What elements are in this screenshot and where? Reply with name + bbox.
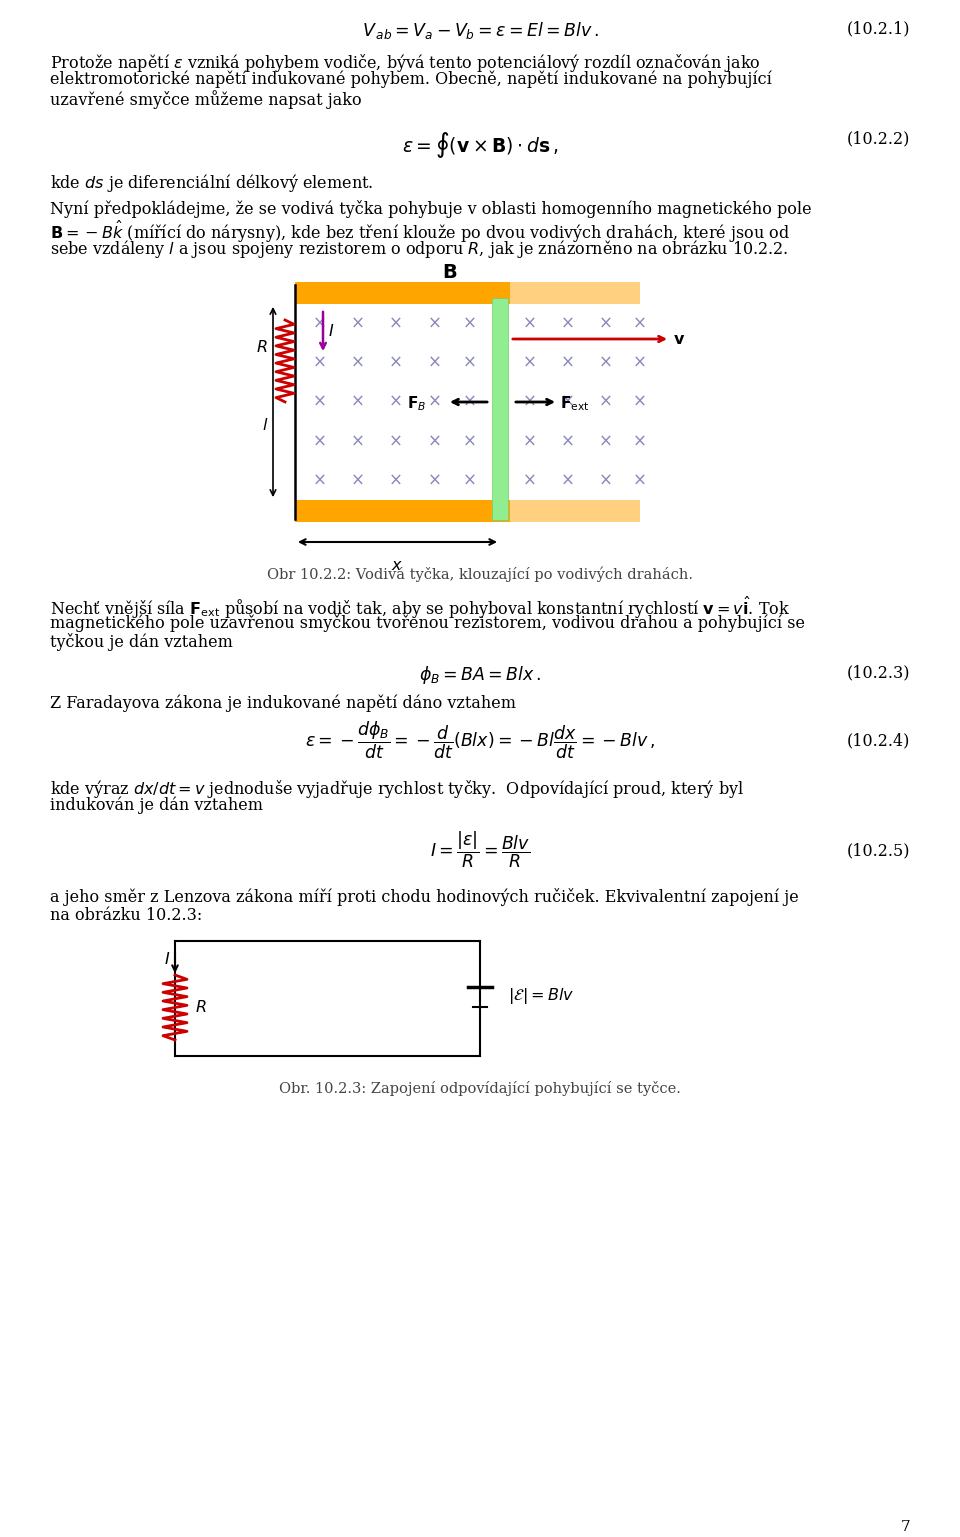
Bar bbox=[510, 500, 640, 523]
Bar bbox=[510, 281, 640, 304]
Text: ×: × bbox=[428, 432, 442, 450]
Text: $l$: $l$ bbox=[262, 417, 268, 433]
Bar bbox=[295, 500, 640, 523]
Text: ×: × bbox=[351, 472, 365, 489]
Text: indukován je dán vztahem: indukován je dán vztahem bbox=[50, 798, 263, 815]
Text: 7: 7 bbox=[900, 1520, 910, 1534]
Text: $\varepsilon = \oint (\mathbf{v} \times \mathbf{B}) \cdot d\mathbf{s}\,,$: $\varepsilon = \oint (\mathbf{v} \times … bbox=[401, 131, 559, 160]
Text: Obr. 10.2.3: Zapojení odpovídající pohybující se tyčce.: Obr. 10.2.3: Zapojení odpovídající pohyb… bbox=[279, 1081, 681, 1096]
Text: ×: × bbox=[351, 432, 365, 450]
Text: magnetického pole uzavřenou smyčkou tvořenou rezistorem, vodivou drahou a pohybu: magnetického pole uzavřenou smyčkou tvoř… bbox=[50, 613, 805, 632]
Text: ×: × bbox=[633, 472, 647, 489]
Text: ×: × bbox=[523, 472, 537, 489]
Text: ×: × bbox=[313, 432, 327, 450]
Text: $\mathbf{B}$: $\mathbf{B}$ bbox=[443, 264, 458, 281]
Text: $\mathbf{F}_{\mathrm{ext}}$: $\mathbf{F}_{\mathrm{ext}}$ bbox=[560, 395, 589, 413]
Text: ×: × bbox=[389, 393, 403, 410]
Text: ×: × bbox=[351, 315, 365, 332]
Text: ×: × bbox=[633, 315, 647, 332]
Text: ×: × bbox=[523, 393, 537, 410]
Text: ×: × bbox=[523, 432, 537, 450]
Text: uzavřené smyčce můžeme napsat jako: uzavřené smyčce můžeme napsat jako bbox=[50, 91, 362, 109]
Text: (10.2.2): (10.2.2) bbox=[847, 131, 910, 148]
Text: Nyní předpokládejme, že se vodivá tyčka pohybuje v oblasti homogenního magnetick: Nyní předpokládejme, že se vodivá tyčka … bbox=[50, 200, 811, 218]
Text: $\mathbf{v}$: $\mathbf{v}$ bbox=[673, 332, 685, 349]
Bar bbox=[295, 281, 640, 304]
Text: (10.2.3): (10.2.3) bbox=[847, 664, 910, 681]
Text: tyčkou je dán vztahem: tyčkou je dán vztahem bbox=[50, 633, 233, 652]
Text: ×: × bbox=[561, 472, 575, 489]
Text: $I$: $I$ bbox=[328, 323, 334, 340]
Text: elektromotorické napětí indukované pohybem. Obecně, napětí indukované na pohybuj: elektromotorické napětí indukované pohyb… bbox=[50, 71, 772, 89]
Text: ×: × bbox=[561, 354, 575, 372]
Text: $|\mathcal{E}| = Blv$: $|\mathcal{E}| = Blv$ bbox=[508, 987, 574, 1007]
Text: Obr 10.2.2: Vodivá tyčka, klouzající po vodivých drahách.: Obr 10.2.2: Vodivá tyčka, klouzající po … bbox=[267, 567, 693, 583]
Text: ×: × bbox=[599, 432, 612, 450]
Text: ×: × bbox=[428, 315, 442, 332]
Text: ×: × bbox=[313, 472, 327, 489]
Text: $\mathbf{F}_B$: $\mathbf{F}_B$ bbox=[407, 395, 426, 413]
Text: sebe vzdáleny $l$ a jsou spojeny rezistorem o odporu $R$, jak je znázorněno na o: sebe vzdáleny $l$ a jsou spojeny rezisto… bbox=[50, 238, 788, 260]
Text: ×: × bbox=[599, 354, 612, 372]
Text: ×: × bbox=[313, 354, 327, 372]
Text: kde výraz $dx/dt = v$ jednoduše vyjadřuje rychlost tyčky.  Odpovídající proud, k: kde výraz $dx/dt = v$ jednoduše vyjadřuj… bbox=[50, 778, 744, 799]
Text: (10.2.1): (10.2.1) bbox=[847, 20, 910, 37]
Text: ×: × bbox=[523, 354, 537, 372]
Text: $\varepsilon = -\dfrac{d\phi_B}{dt} = -\dfrac{d}{dt}(Blx) = -Bl\dfrac{dx}{dt} = : $\varepsilon = -\dfrac{d\phi_B}{dt} = -\… bbox=[305, 719, 655, 761]
Text: ×: × bbox=[463, 393, 477, 410]
Text: ×: × bbox=[428, 393, 442, 410]
Text: ×: × bbox=[633, 393, 647, 410]
Text: Protože napětí $\varepsilon$ vzniká pohybem vodiče, bývá tento potenciálový rozd: Protože napětí $\varepsilon$ vzniká pohy… bbox=[50, 52, 760, 74]
Text: ×: × bbox=[633, 354, 647, 372]
Text: ×: × bbox=[389, 315, 403, 332]
Text: ×: × bbox=[313, 315, 327, 332]
Text: $\phi_B = BA = Blx\,.$: $\phi_B = BA = Blx\,.$ bbox=[419, 664, 541, 686]
Text: $R$: $R$ bbox=[256, 338, 268, 355]
Bar bbox=[492, 298, 508, 520]
Text: $V_{\,ab} = V_a - V_b = \varepsilon = El = Blv\,.$: $V_{\,ab} = V_a - V_b = \varepsilon = El… bbox=[362, 20, 598, 41]
Text: (10.2.5): (10.2.5) bbox=[847, 842, 910, 859]
Text: $x$: $x$ bbox=[392, 556, 403, 573]
Text: $R$: $R$ bbox=[195, 999, 206, 1016]
Text: ×: × bbox=[428, 354, 442, 372]
Text: ×: × bbox=[463, 472, 477, 489]
Text: ×: × bbox=[389, 472, 403, 489]
Text: ×: × bbox=[599, 315, 612, 332]
Text: $\mathbf{B} = -B\hat{k}$ (mířící do nárysny), kde bez tření klouže po dvou vodiv: $\mathbf{B} = -B\hat{k}$ (mířící do náry… bbox=[50, 218, 790, 244]
Text: Z Faradayova zákona je indukované napětí dáno vztahem: Z Faradayova zákona je indukované napětí… bbox=[50, 695, 516, 712]
Text: $I$: $I$ bbox=[164, 950, 170, 967]
Text: ×: × bbox=[428, 472, 442, 489]
Text: na obrázku 10.2.3:: na obrázku 10.2.3: bbox=[50, 907, 203, 924]
Text: (10.2.4): (10.2.4) bbox=[847, 732, 910, 749]
Text: ×: × bbox=[561, 393, 575, 410]
Text: ×: × bbox=[561, 432, 575, 450]
Text: kde $ds$ je diferenciální délkový element.: kde $ds$ je diferenciální délkový elemen… bbox=[50, 172, 373, 194]
Text: ×: × bbox=[599, 472, 612, 489]
Text: ×: × bbox=[351, 393, 365, 410]
Text: ×: × bbox=[561, 315, 575, 332]
Text: ×: × bbox=[389, 354, 403, 372]
Text: ×: × bbox=[599, 393, 612, 410]
Text: a jeho směr z Lenzova zákona míří proti chodu hodinových ručiček. Ekvivalentní z: a jeho směr z Lenzova zákona míří proti … bbox=[50, 888, 799, 905]
Text: $I = \dfrac{|\varepsilon|}{R} = \dfrac{Blv}{R}$: $I = \dfrac{|\varepsilon|}{R} = \dfrac{B… bbox=[430, 830, 530, 870]
Text: ×: × bbox=[463, 315, 477, 332]
Text: ×: × bbox=[351, 354, 365, 372]
Text: ×: × bbox=[313, 393, 327, 410]
Text: ×: × bbox=[633, 432, 647, 450]
Text: ×: × bbox=[463, 354, 477, 372]
Text: Nechť vnější síla $\mathbf{F}_{\mathrm{ext}}$ působí na vodič tak, aby se pohybo: Nechť vnější síla $\mathbf{F}_{\mathrm{e… bbox=[50, 595, 790, 621]
Text: ×: × bbox=[523, 315, 537, 332]
Text: ×: × bbox=[463, 432, 477, 450]
Text: ×: × bbox=[389, 432, 403, 450]
